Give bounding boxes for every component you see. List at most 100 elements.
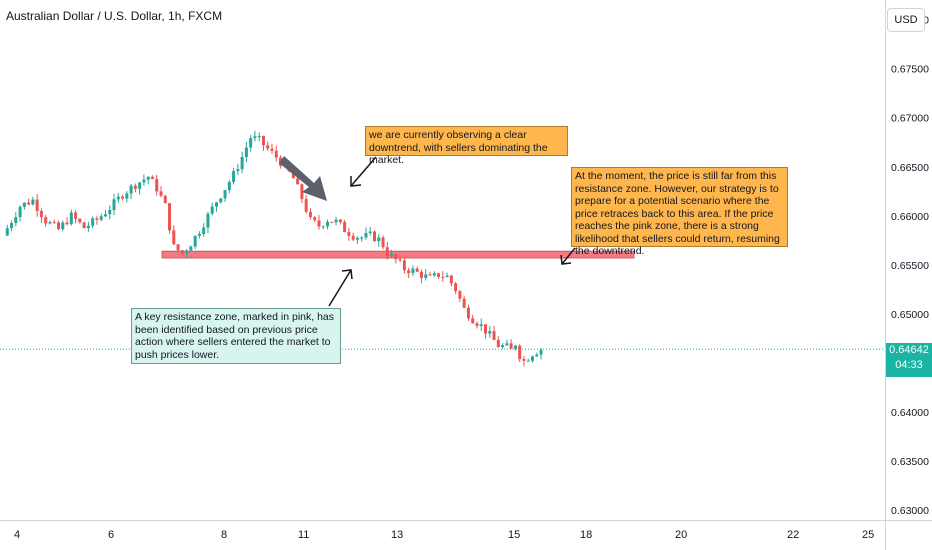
candle-body: [441, 276, 445, 278]
time-tick-label: 8: [221, 529, 227, 541]
price-tick-label: 0.65500: [891, 260, 929, 272]
candle-body: [313, 217, 317, 221]
candle-body: [91, 218, 95, 226]
candle-body: [168, 203, 172, 231]
candle-body: [513, 345, 517, 349]
candle-body: [129, 185, 133, 194]
candle-body: [308, 211, 312, 218]
candle-body: [488, 331, 492, 334]
candle-body: [185, 250, 189, 254]
candle-body: [74, 212, 78, 219]
annotation-resistance-zone[interactable]: A key resistance zone, marked in pink, h…: [131, 308, 341, 364]
candle-body: [18, 206, 22, 218]
candle-body: [112, 199, 116, 211]
candle-body: [95, 218, 99, 220]
annotation-strategy[interactable]: At the moment, the price is still far fr…: [571, 167, 788, 257]
candle-body: [138, 182, 142, 189]
candle-body: [103, 214, 107, 217]
candle-body: [462, 298, 466, 308]
annotation-downtrend[interactable]: we are currently observing a clear downt…: [365, 126, 568, 166]
candle-body: [146, 176, 150, 180]
candle-body: [274, 150, 278, 158]
time-tick-label: 18: [580, 529, 592, 541]
candle-body: [492, 331, 496, 340]
candle-body: [78, 218, 82, 223]
time-tick-label: 4: [14, 529, 20, 541]
candle-body: [5, 228, 9, 236]
candle-body: [347, 232, 351, 236]
currency-selector[interactable]: USD: [887, 8, 925, 32]
candle-body: [449, 275, 453, 284]
symbol-title[interactable]: Australian Dollar / U.S. Dollar, 1h, FXC…: [6, 9, 223, 23]
candle-body: [454, 283, 458, 292]
candlestick-series: [5, 130, 543, 367]
candle-body: [244, 147, 248, 157]
candle-body: [270, 148, 274, 151]
candle-body: [86, 225, 90, 229]
resistance-zone[interactable]: [161, 250, 635, 259]
candle-body: [484, 324, 488, 334]
candle-body: [189, 246, 193, 251]
candle-body: [398, 259, 402, 261]
candle-body: [390, 254, 394, 257]
candle-body: [496, 339, 500, 348]
candle-body: [321, 226, 325, 228]
candle-body: [419, 271, 423, 278]
candle-body: [432, 273, 436, 276]
candle-body: [304, 199, 308, 212]
candle-body: [411, 268, 415, 274]
candle-body: [530, 356, 534, 361]
candle-body: [57, 222, 61, 230]
time-tick-label: 11: [298, 529, 309, 541]
candle-body: [142, 179, 146, 183]
candle-body: [61, 222, 65, 230]
candle-body: [180, 250, 184, 254]
price-axis[interactable]: [885, 0, 932, 550]
candle-body: [240, 156, 244, 170]
candle-body: [415, 268, 419, 272]
candle-body: [163, 195, 167, 204]
candle-body: [150, 176, 154, 179]
price-tick-label: 0.65000: [891, 309, 929, 321]
candle-body: [219, 198, 223, 203]
time-tick-label: 13: [391, 529, 403, 541]
candle-body: [381, 237, 385, 248]
candle-body: [428, 274, 432, 276]
candle-body: [202, 227, 206, 235]
candle-body: [65, 222, 69, 225]
price-tick-label: 0.67500: [891, 64, 929, 76]
candle-body: [437, 273, 441, 277]
candle-body: [407, 270, 411, 274]
candle-body: [338, 219, 342, 223]
candle-body: [10, 223, 14, 229]
candle-body: [249, 138, 253, 148]
callout-arrow-downtrend-icon: [350, 156, 377, 187]
current-price-value: 0.64642: [889, 344, 929, 356]
time-tick-label: 25: [862, 529, 874, 541]
candle-body: [82, 222, 86, 229]
candle-body: [253, 136, 257, 139]
time-tick-label: 20: [675, 529, 687, 541]
candle-body: [466, 307, 470, 319]
candle-body: [223, 190, 227, 199]
candle-body: [35, 199, 39, 211]
candle-body: [518, 345, 522, 360]
candle-body: [394, 254, 398, 260]
candle-body: [215, 202, 218, 207]
price-tick-label: 0.63500: [891, 456, 929, 468]
candle-body: [197, 234, 201, 236]
candle-body: [402, 260, 406, 271]
candle-body: [539, 349, 543, 355]
candle-body: [22, 202, 26, 207]
candle-body: [471, 318, 475, 324]
candle-body: [291, 171, 295, 179]
time-tick-label: 22: [787, 529, 799, 541]
candle-body: [236, 169, 240, 172]
candle-body: [116, 196, 120, 200]
candle-body: [232, 171, 236, 183]
time-tick-label: 15: [508, 529, 520, 541]
candle-body: [27, 202, 31, 205]
candle-body: [155, 178, 159, 192]
candle-body: [206, 213, 210, 228]
